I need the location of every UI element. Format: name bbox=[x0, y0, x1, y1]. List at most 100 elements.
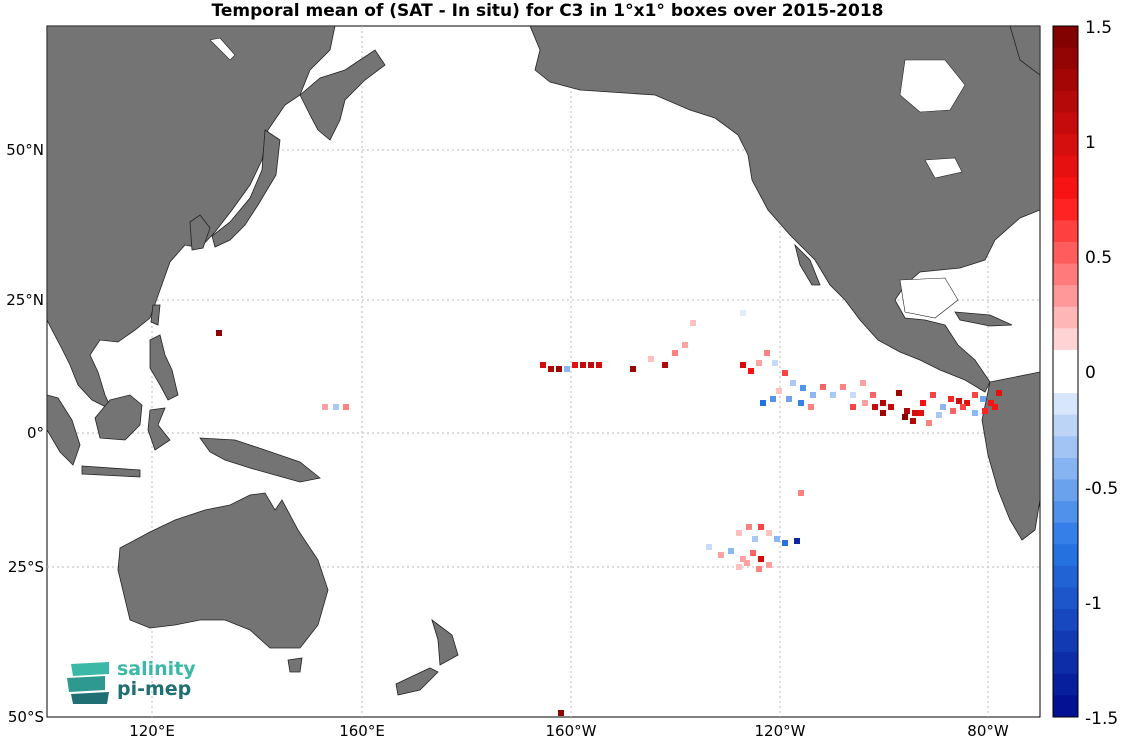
chart-title: Temporal mean of (SAT - In situ) for C3 … bbox=[211, 1, 884, 21]
longitude-labels: 120°E 160°E 160°W 120°W 80°W bbox=[129, 722, 1009, 740]
lon-label: 120°E bbox=[129, 722, 175, 740]
colorbar-segment bbox=[1053, 263, 1078, 286]
landmass-new-zealand-south bbox=[395, 667, 439, 696]
data-cell bbox=[830, 392, 836, 398]
colorbar-segment bbox=[1053, 609, 1078, 632]
data-cell bbox=[912, 410, 918, 416]
colorbar-segment bbox=[1053, 695, 1078, 718]
data-cell bbox=[776, 388, 782, 394]
data-cell bbox=[880, 410, 886, 416]
landmass-new-guinea bbox=[199, 437, 321, 483]
colorbar-segment bbox=[1053, 371, 1078, 394]
data-cell bbox=[736, 564, 742, 570]
data-cell bbox=[920, 400, 926, 406]
data-cell bbox=[904, 408, 910, 414]
data-cell bbox=[548, 366, 554, 372]
colorbar-tick-label: 0 bbox=[1085, 363, 1096, 383]
data-cell bbox=[896, 390, 902, 396]
landmass-sumatra bbox=[47, 394, 81, 466]
colorbar-segment bbox=[1053, 328, 1078, 351]
data-cell bbox=[596, 362, 602, 368]
data-cell bbox=[718, 552, 724, 558]
data-cell bbox=[752, 536, 758, 542]
colorbar bbox=[1053, 26, 1078, 718]
data-cell bbox=[580, 362, 586, 368]
data-cell bbox=[648, 356, 654, 362]
lon-label: 160°W bbox=[546, 722, 597, 740]
colorbar-segment bbox=[1053, 155, 1078, 178]
colorbar-tick-label: -1.5 bbox=[1085, 709, 1118, 729]
colorbar-segment bbox=[1053, 565, 1078, 588]
colorbar-segment bbox=[1053, 90, 1078, 113]
data-cell bbox=[980, 396, 986, 402]
data-cell bbox=[343, 404, 349, 410]
hudson-bay bbox=[899, 59, 966, 113]
data-cell bbox=[800, 385, 806, 391]
data-cell bbox=[808, 404, 814, 410]
data-cell bbox=[758, 556, 764, 562]
landmass-taiwan bbox=[150, 304, 161, 326]
landmass-korea bbox=[189, 214, 211, 251]
colorbar-segment bbox=[1053, 177, 1078, 200]
colorbar-segment bbox=[1053, 673, 1078, 696]
colorbar-segment bbox=[1053, 306, 1078, 329]
lat-label: 25°N bbox=[6, 291, 44, 309]
data-cell bbox=[736, 530, 742, 536]
colorbar-segment bbox=[1053, 522, 1078, 545]
colorbar-segment bbox=[1053, 436, 1078, 459]
data-cell bbox=[630, 366, 636, 372]
colorbar-segment bbox=[1053, 241, 1078, 265]
data-cell bbox=[996, 390, 1002, 396]
data-cell bbox=[964, 400, 970, 406]
data-cell bbox=[950, 408, 956, 414]
data-cell bbox=[956, 398, 962, 404]
landmass-north-america bbox=[529, 26, 1040, 393]
data-cell bbox=[750, 550, 756, 556]
data-cell bbox=[672, 350, 678, 356]
data-cell bbox=[948, 396, 954, 402]
lake-baikal bbox=[209, 37, 236, 61]
colorbar-segment bbox=[1053, 652, 1078, 675]
landmass-asia bbox=[47, 26, 336, 411]
data-cell bbox=[770, 396, 776, 402]
data-cell bbox=[794, 538, 800, 544]
colorbar-segment bbox=[1053, 69, 1078, 92]
data-cell bbox=[774, 536, 780, 542]
data-cell bbox=[782, 370, 788, 376]
colorbar-segment bbox=[1053, 349, 1078, 372]
data-cell bbox=[748, 368, 754, 374]
data-cell bbox=[333, 404, 339, 410]
colorbar-tick-label: 1.5 bbox=[1085, 18, 1112, 38]
data-cell bbox=[216, 330, 222, 336]
colorbar-tick-label: -1 bbox=[1085, 594, 1102, 614]
lat-label: 50°N bbox=[6, 141, 44, 159]
landmass-japan bbox=[211, 129, 281, 248]
colorbar-segment bbox=[1053, 587, 1078, 610]
colorbar-labels: 1.5 1 0.5 0 -0.5 -1 -1.5 bbox=[1085, 18, 1118, 729]
data-cell bbox=[918, 410, 924, 416]
landmass-tasmania bbox=[287, 657, 303, 673]
data-cell bbox=[706, 544, 712, 550]
data-cell bbox=[960, 404, 966, 410]
colorbar-frame bbox=[1052, 25, 1079, 718]
data-cell bbox=[810, 392, 816, 398]
data-cell bbox=[322, 404, 328, 410]
landmass-philippines bbox=[149, 334, 179, 401]
data-cell bbox=[940, 404, 946, 410]
data-cell bbox=[766, 562, 772, 568]
data-cell bbox=[572, 362, 578, 368]
data-cell bbox=[850, 404, 856, 410]
data-cell bbox=[740, 362, 746, 368]
data-cell bbox=[902, 414, 908, 420]
salinity-pi-mep-logo: salinity pi-mep bbox=[65, 658, 196, 706]
data-cell bbox=[556, 366, 562, 372]
data-cell bbox=[910, 418, 916, 424]
data-cell bbox=[764, 350, 770, 356]
data-cell bbox=[786, 396, 792, 402]
landmass-australia bbox=[117, 492, 329, 649]
data-cell bbox=[872, 404, 878, 410]
data-cell bbox=[870, 392, 876, 398]
data-cell bbox=[798, 490, 804, 496]
data-cell bbox=[862, 400, 868, 406]
